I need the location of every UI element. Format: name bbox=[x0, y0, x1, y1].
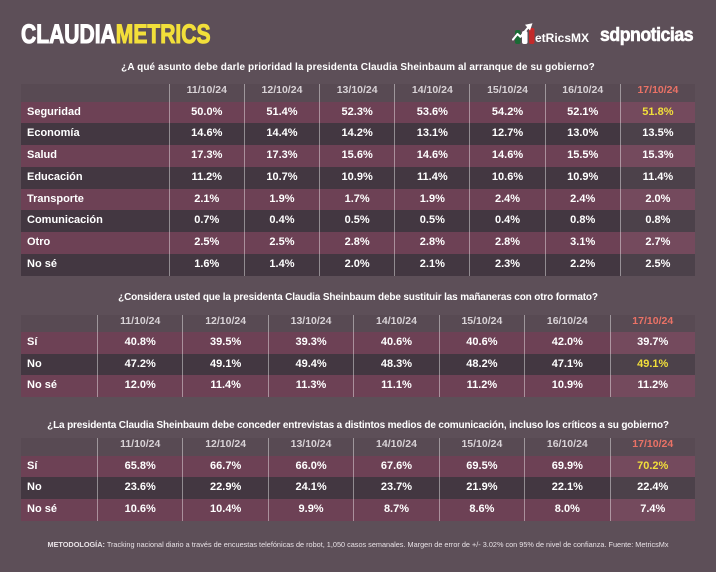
svg-text:etRicsMX: etRicsMX bbox=[535, 31, 589, 45]
